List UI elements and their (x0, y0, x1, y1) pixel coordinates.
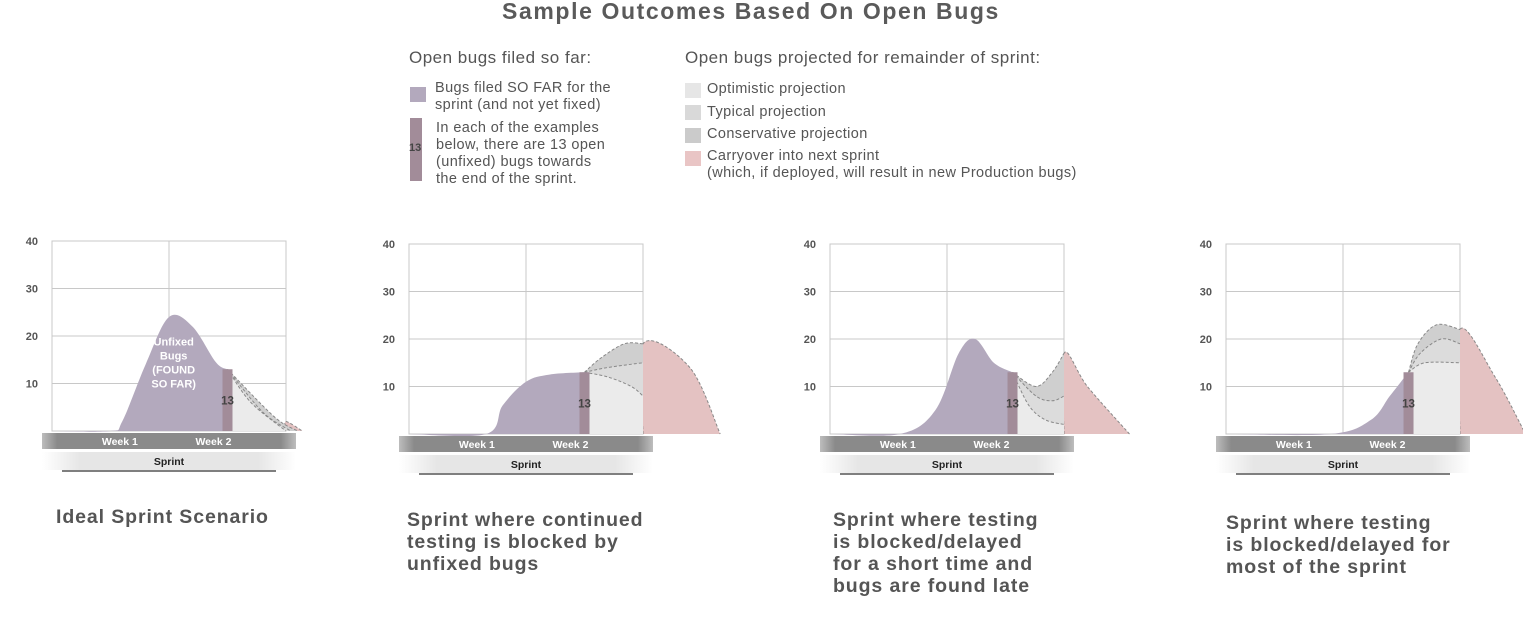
week-label: Week 1 (1276, 439, 1312, 451)
caption-blocked-short-time: Sprint where testing is blocked/delayed … (833, 509, 1039, 597)
conservative-area-outline (1012, 353, 1065, 388)
legend-left-heading: Open bugs filed so far: (409, 48, 592, 67)
chart-blocked-most-sprint: 40 30 20 10 13 Week 1 Week 2 Sprint (1200, 239, 1523, 475)
sprint-axis-label: Sprint (511, 459, 542, 471)
week-label: Week 1 (102, 436, 138, 448)
open-bugs-marker (1403, 372, 1414, 434)
conservative-area-outline (1408, 323, 1461, 373)
chart-blocked-short-time: 40 30 20 10 13 Week 1 Week 2 Sprint (804, 239, 1130, 475)
legend-so-far-label: Bugs filed SO FAR for the sprint (and no… (435, 80, 612, 113)
legend-conservative-label: Conservative projection (707, 126, 868, 142)
carryover-area (1457, 328, 1523, 434)
y-tick-label: 10 (1200, 382, 1212, 394)
optimistic-area (1408, 362, 1460, 434)
open-bugs-marker (222, 369, 233, 431)
legend-marker-value: 13 (409, 142, 422, 154)
y-tick-label: 20 (804, 334, 816, 346)
week-label: Week 2 (195, 436, 231, 448)
legend-marker-label: In each of the examples below, there are… (436, 120, 606, 187)
optimistic-area (1012, 372, 1064, 434)
optimistic-area-outline (584, 371, 644, 397)
sprint-bar (42, 452, 296, 470)
typical-area-outline (227, 368, 291, 432)
typical-area-outline (584, 362, 644, 373)
legend-optimistic-label: Optimistic projection (707, 81, 846, 97)
legend-right-heading: Open bugs projected for remainder of spr… (685, 48, 1041, 67)
legend-carryover-label: Carryover into next sprint (which, if de… (707, 148, 1077, 181)
y-tick-label: 20 (1200, 334, 1212, 346)
y-tick-label: 30 (26, 284, 38, 296)
bugs-so-far-area (409, 372, 585, 437)
legend-optimistic-swatch (685, 83, 701, 98)
sprint-bar (1216, 455, 1470, 473)
y-tick-label: 30 (804, 287, 816, 299)
optimistic-area (227, 369, 286, 431)
sprint-axis-label: Sprint (154, 456, 185, 468)
y-tick-label: 40 (26, 236, 38, 248)
open-bugs-marker (579, 372, 590, 434)
legend-conservative-swatch (685, 128, 701, 143)
y-tick-label: 30 (1200, 287, 1212, 299)
bugs-so-far-area (1226, 372, 1409, 436)
optimistic-area (584, 372, 643, 434)
chart-blocked-by-unfixed: 40 30 20 10 13 Week 1 Week 2 Sprint (383, 239, 721, 475)
conservative-area-outline (584, 342, 644, 373)
week-bar (42, 433, 296, 449)
week-bar (399, 436, 653, 452)
open-bugs-marker-label: 13 (221, 395, 234, 407)
y-tick-label: 40 (383, 239, 395, 251)
week-bar (1216, 436, 1470, 452)
open-bugs-marker (1007, 372, 1018, 434)
open-bugs-marker-label: 13 (578, 398, 591, 410)
chart-ideal-sprint: 40 30 20 10 13 Unfixed Bugs (FOUND SO FAR) Week 1… (26, 236, 303, 472)
sprint-axis-label: Sprint (1328, 459, 1359, 471)
open-bugs-marker-label: 13 (1402, 398, 1415, 410)
week-label: Week 1 (459, 439, 495, 451)
week-label: Week 2 (973, 439, 1009, 451)
caption-blocked-by-unfixed: Sprint where continued testing is blocke… (407, 509, 644, 575)
legend-so-far-swatch (410, 87, 426, 102)
y-tick-label: 10 (804, 382, 816, 394)
sprint-axis-label: Sprint (932, 459, 963, 471)
carryover-area (1062, 351, 1130, 434)
sprint-bar (399, 455, 653, 473)
caption-blocked-most-sprint: Sprint where testing is blocked/delayed … (1226, 512, 1451, 578)
typical-area-outline (1012, 371, 1065, 402)
y-tick-label: 10 (26, 379, 38, 391)
caption-ideal-sprint: Ideal Sprint Scenario (56, 506, 269, 528)
conservative-area-outline (227, 368, 298, 432)
week-label: Week 2 (552, 439, 588, 451)
week-label: Week 1 (880, 439, 916, 451)
page-title: Sample Outcomes Based On Open Bugs (502, 0, 1000, 24)
optimistic-area-outline (1408, 361, 1461, 373)
unfixed-bugs-label: Unfixed Bugs (FOUND SO FAR) (151, 337, 196, 391)
optimistic-area-outline (227, 369, 287, 432)
y-tick-label: 20 (26, 331, 38, 343)
optimistic-area-outline (1012, 372, 1065, 425)
legend-typical-label: Typical projection (707, 104, 827, 120)
open-bugs-marker-label: 13 (1006, 398, 1019, 410)
bugs-so-far-area (830, 338, 1013, 436)
week-bar (820, 436, 1074, 452)
typical-area-outline (1408, 338, 1461, 373)
y-tick-label: 20 (383, 334, 395, 346)
carryover-area (639, 340, 721, 434)
bugs-so-far-area (52, 314, 228, 432)
legend-carryover-swatch (685, 151, 701, 166)
legend-typical-swatch (685, 105, 701, 120)
y-tick-label: 30 (383, 287, 395, 299)
sprint-bar (820, 455, 1074, 473)
y-tick-label: 40 (804, 239, 816, 251)
y-tick-label: 40 (1200, 239, 1212, 251)
week-label: Week 2 (1369, 439, 1405, 451)
y-tick-label: 10 (383, 382, 395, 394)
legend-marker-swatch (410, 118, 422, 181)
